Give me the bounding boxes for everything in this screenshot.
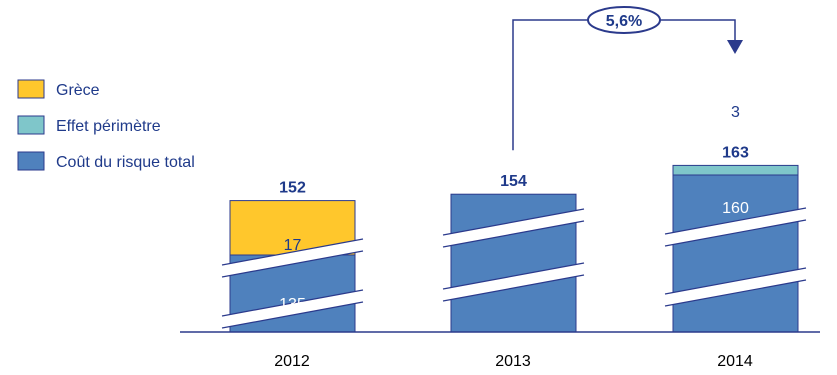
legend-swatch-3 xyxy=(17,151,45,171)
axis-break-edge xyxy=(442,208,585,236)
axis-break-edge xyxy=(664,207,807,235)
total-labels: 152 154 163 xyxy=(279,144,749,196)
x-tick-labels: 2012 2013 2014 xyxy=(274,353,753,370)
axis-break-edge xyxy=(442,262,585,290)
annotation-connector xyxy=(512,19,736,151)
x-tick-label-2012: 2012 xyxy=(274,353,310,370)
axis-break-edge xyxy=(442,220,585,248)
bar-2014-effet-p-rim-tre xyxy=(672,164,799,176)
segment-label-2012-17: 17 xyxy=(284,237,302,254)
axis-break-edge xyxy=(221,250,364,278)
x-tick-label-2013: 2013 xyxy=(495,353,531,370)
growth-annotation: 5,6% xyxy=(512,6,743,151)
annotation-bubble xyxy=(587,6,661,34)
axis-break-edge xyxy=(664,219,807,247)
legend-swatch-2 xyxy=(17,115,45,135)
legend-label-1: Grèce xyxy=(56,82,100,99)
axis-break-2013-2 xyxy=(443,209,584,247)
x-tick-label-2014: 2014 xyxy=(717,353,753,370)
segment-labels: 135 17 160 3 xyxy=(279,104,749,313)
axis-breaks xyxy=(221,207,807,329)
bar-2014-co-t-du-risque-total xyxy=(672,174,799,333)
total-label-2012: 152 xyxy=(279,180,306,197)
axis-break-edge xyxy=(221,301,364,329)
axis-break-2013-1 xyxy=(443,263,584,301)
total-label-2014: 163 xyxy=(722,144,749,161)
annotation-arrowhead xyxy=(727,40,743,54)
total-label-2013: 154 xyxy=(500,173,527,190)
axis-break-edge xyxy=(664,267,807,295)
axis-break-edge xyxy=(664,279,807,307)
legend-swatch-1 xyxy=(17,79,45,99)
segment-label-2012-135: 135 xyxy=(279,296,306,313)
axis-break-2012-1 xyxy=(222,290,363,328)
legend: Grèce Effet périmètre Coût du risque total xyxy=(17,79,195,171)
axis-break-2014-2 xyxy=(665,208,806,246)
bars xyxy=(229,164,799,333)
axis-break-edge xyxy=(221,289,364,317)
segment-label-2014-3: 3 xyxy=(731,104,740,121)
legend-label-2: Effet périmètre xyxy=(56,118,161,135)
axis-break-2012-2 xyxy=(222,239,363,277)
axis-break-2014-1 xyxy=(665,268,806,306)
segment-label-2014-160: 160 xyxy=(722,200,749,217)
legend-label-3: Coût du risque total xyxy=(56,154,195,171)
axis-break-edge xyxy=(442,274,585,302)
annotation-label: 5,6% xyxy=(606,13,642,30)
axis-break-edge xyxy=(221,238,364,266)
